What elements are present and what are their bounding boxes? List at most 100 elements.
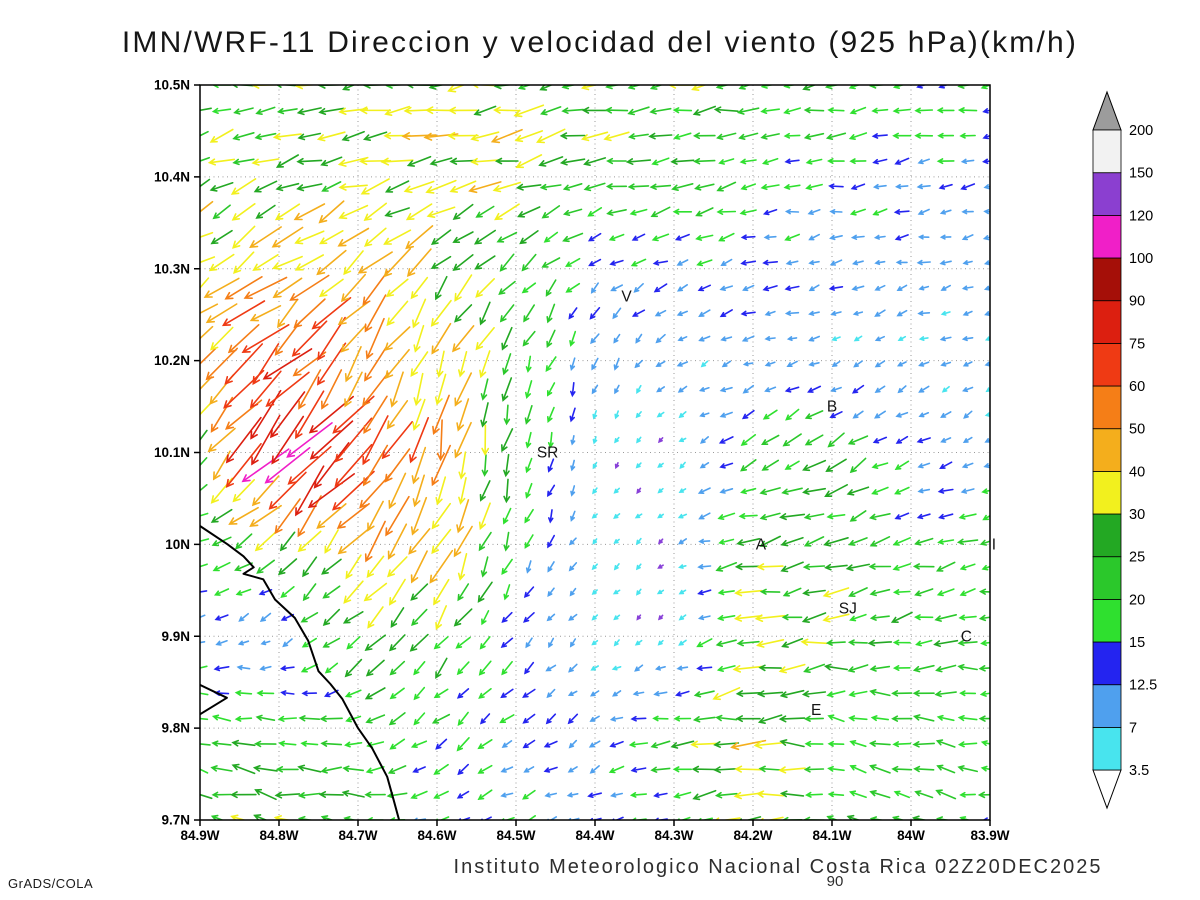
wind-arrow <box>894 234 909 241</box>
wind-arrow <box>613 563 620 571</box>
wind-arrow <box>914 790 934 799</box>
wind-arrow <box>213 588 230 596</box>
wind-arrow <box>406 155 432 167</box>
wind-arrow <box>200 641 206 644</box>
wind-arrow <box>940 310 951 316</box>
wind-arrow <box>759 512 781 521</box>
wind-arrow <box>409 417 429 464</box>
wind-arrow <box>364 520 386 563</box>
wind-arrow <box>605 85 622 90</box>
wind-arrow <box>587 207 603 217</box>
wind-arrow <box>200 403 211 416</box>
wind-arrow <box>286 422 333 458</box>
wind-arrow <box>568 739 578 749</box>
wind-arrow <box>494 157 519 165</box>
wind-arrow <box>957 664 978 671</box>
wind-arrow <box>740 310 756 317</box>
wind-arrow <box>980 765 990 772</box>
wind-arrow <box>697 284 711 292</box>
wind-arrow <box>916 85 927 89</box>
wind-arrow <box>939 260 952 266</box>
wind-arrow <box>760 133 780 140</box>
wind-arrow <box>524 508 534 524</box>
wind-arrow <box>897 385 907 394</box>
wind-arrow <box>672 766 692 773</box>
axis-tick-label: 9.7N <box>161 813 190 828</box>
wind-arrow <box>629 792 647 798</box>
wind-arrow <box>210 477 233 504</box>
wind-arrow <box>293 298 326 329</box>
wind-arrow <box>893 790 910 799</box>
wind-arrow <box>939 336 952 342</box>
wind-arrow <box>384 348 410 380</box>
wind-arrow <box>892 537 911 546</box>
wind-arrow <box>634 359 643 369</box>
axis-tick-label: 10N <box>165 537 190 552</box>
wind-arrow <box>344 689 362 698</box>
wind-arrow <box>739 158 757 165</box>
wind-arrow <box>782 433 802 447</box>
wind-arrow <box>503 478 511 504</box>
axis-tick-label: 10.2N <box>154 353 190 368</box>
wind-arrow <box>764 361 776 367</box>
wind-arrow <box>742 284 755 292</box>
wind-arrow <box>523 612 535 623</box>
wind-arrow <box>260 640 271 646</box>
wind-arrow <box>592 436 598 445</box>
wind-arrow <box>753 740 787 749</box>
coastline <box>200 525 401 820</box>
wind-arrow <box>982 108 990 114</box>
wind-arrow <box>431 528 452 555</box>
wind-arrow <box>655 360 666 367</box>
wind-arrow <box>657 614 664 621</box>
wind-arrow <box>826 690 846 698</box>
wind-arrow <box>635 462 642 469</box>
wind-arrow <box>211 107 232 114</box>
wind-arrow <box>611 816 624 820</box>
wind-vectors <box>200 85 990 820</box>
wind-arrow <box>803 766 825 773</box>
wind-arrow <box>587 232 602 242</box>
wind-arrow <box>454 274 473 302</box>
wind-arrow <box>786 336 798 342</box>
axis-tick-label: 10.4N <box>154 169 190 184</box>
wind-arrow <box>830 310 842 316</box>
colorbar-level-label: 12.5 <box>1129 678 1157 694</box>
wind-arrow <box>783 184 801 190</box>
wind-arrow <box>958 513 977 520</box>
wind-arrow <box>389 371 404 408</box>
wind-arrow <box>569 407 576 423</box>
wind-arrow <box>613 538 620 544</box>
wind-arrow <box>274 498 301 535</box>
axis-tick-label: 84.9W <box>180 828 219 843</box>
wind-arrow <box>478 688 492 699</box>
wind-arrow <box>917 310 931 316</box>
wind-arrow <box>362 270 389 306</box>
wind-arrow <box>545 713 557 725</box>
wind-arrow <box>917 488 931 494</box>
wind-arrow <box>676 361 689 367</box>
wind-arrow <box>547 458 555 473</box>
wind-arrow <box>631 309 646 317</box>
wind-arrow <box>295 465 325 517</box>
wind-arrow <box>298 369 322 410</box>
wind-arrow <box>384 448 411 483</box>
wind-arrow <box>962 260 973 266</box>
wind-arrow <box>612 589 621 595</box>
wind-arrow <box>456 688 470 699</box>
colorbar-band <box>1092 641 1122 686</box>
wind-arrow <box>559 158 586 166</box>
wind-arrow <box>547 406 555 423</box>
wind-arrow <box>847 435 869 445</box>
wind-arrow <box>592 461 598 470</box>
wind-arrow <box>912 690 935 697</box>
wind-arrow <box>808 260 820 266</box>
wind-arrow <box>559 132 586 140</box>
wind-arrow <box>982 133 990 140</box>
wind-arrow <box>981 564 990 571</box>
colorbar-band <box>1092 556 1122 600</box>
wind-arrow <box>670 158 695 165</box>
wind-arrow <box>896 309 908 317</box>
wind-arrow <box>203 277 240 298</box>
wind-arrow <box>300 740 319 747</box>
